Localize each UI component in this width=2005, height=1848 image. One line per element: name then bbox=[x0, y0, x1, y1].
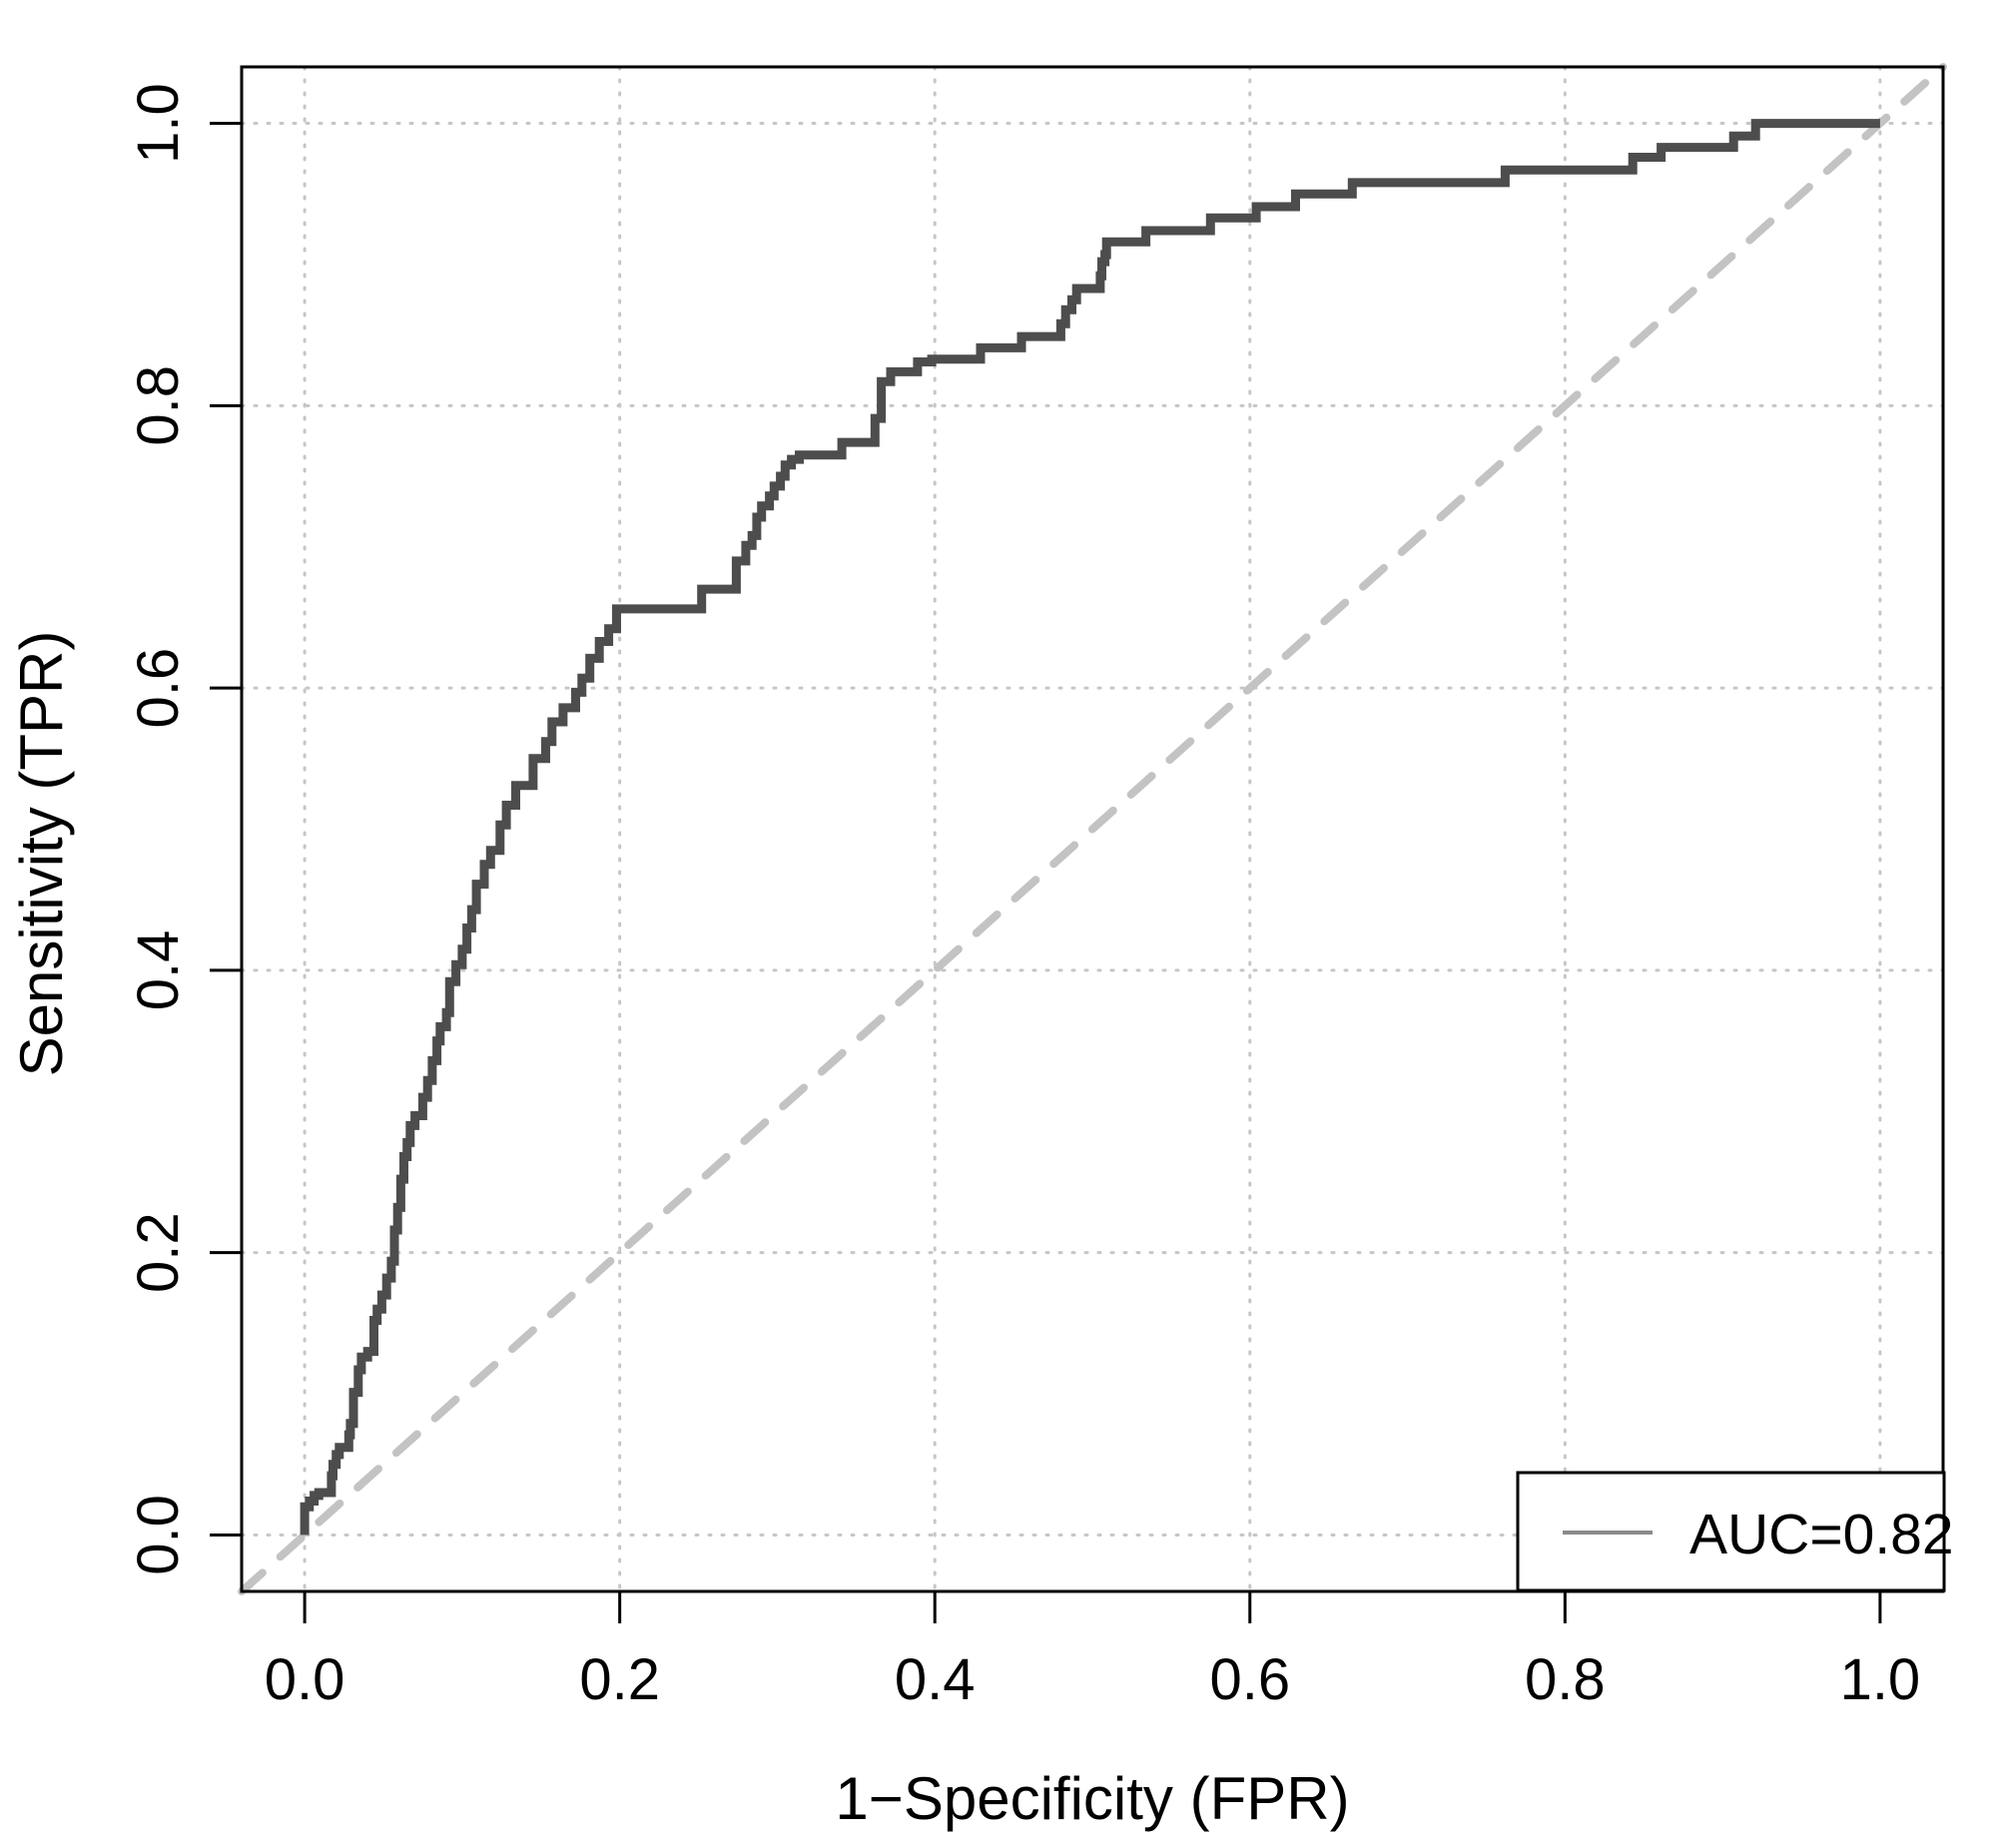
diagonal-dashed-line bbox=[238, 63, 1947, 1595]
y-axis-tick-label: 0.2 bbox=[126, 1212, 191, 1293]
diagonal-reference-line bbox=[238, 63, 1947, 1595]
legend: AUC=0.82 bbox=[1516, 1471, 1954, 1592]
roc-curve-path bbox=[300, 119, 1880, 1536]
x-axis-tick-label: 1.0 bbox=[1840, 1647, 1921, 1712]
x-axis-tick-label: 0.0 bbox=[265, 1647, 345, 1712]
y-axis-title: Sensitivity (TPR) bbox=[8, 631, 75, 1077]
y-axis-tick-label: 0.4 bbox=[126, 930, 191, 1011]
x-axis-tick-label: 0.6 bbox=[1209, 1647, 1290, 1712]
y-axis-tick-label: 1.0 bbox=[126, 83, 191, 164]
x-axis-tick-label: 0.2 bbox=[579, 1647, 660, 1712]
legend-label-auc: AUC=0.82 bbox=[1689, 1503, 1954, 1566]
y-axis: 0.0 0.2 0.4 0.6 0.8 1.0 bbox=[126, 83, 242, 1575]
x-axis-title: 1−Specificity (FPR) bbox=[835, 1765, 1349, 1832]
y-axis-tick-label: 0.8 bbox=[126, 365, 191, 446]
y-axis-tick-label: 0.0 bbox=[126, 1495, 191, 1575]
y-axis-tick-label: 0.6 bbox=[126, 648, 191, 729]
plot-border-box bbox=[240, 65, 1945, 1593]
roc-curve bbox=[300, 119, 1880, 1536]
x-axis-tick-label: 0.8 bbox=[1525, 1647, 1606, 1712]
x-axis-tick-label: 0.4 bbox=[895, 1647, 976, 1712]
x-axis: 0.0 0.2 0.4 0.6 0.8 1.0 bbox=[265, 1591, 1920, 1712]
